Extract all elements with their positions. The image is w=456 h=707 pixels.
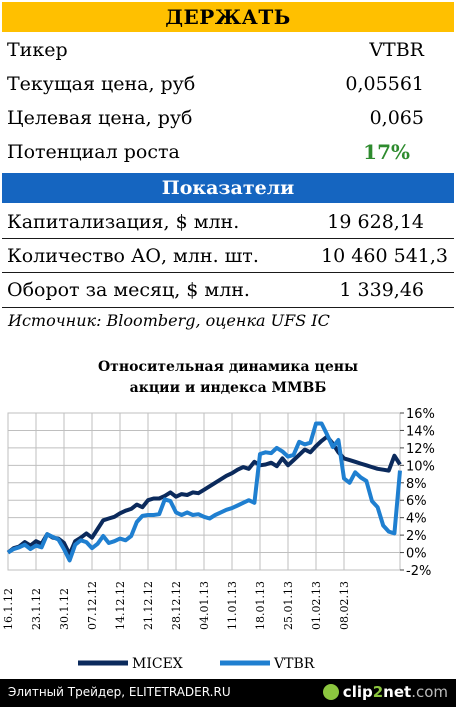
legend-label-micex: MICEX [132, 656, 183, 672]
target-price-label: Целевая цена, руб [7, 107, 193, 129]
y-tick-label: 10% [406, 459, 435, 474]
x-tick-label: 11.01.13 [226, 581, 239, 630]
y-tick-label: 8% [406, 477, 427, 492]
logo-part-clip: clip [342, 683, 373, 701]
monthly-turnover-label: Оборот за месяц, $ млн. [7, 279, 250, 301]
x-tick-label: 14.12.12 [114, 581, 127, 630]
x-tick-label: 07.12.12 [86, 581, 99, 630]
logo-part-com: .com [411, 683, 448, 701]
y-tick-label: 12% [406, 442, 435, 457]
x-tick-label: 08.02.13 [338, 581, 351, 630]
target-price-value: 0,065 [369, 107, 424, 129]
footer-text: Элитный Трейдер, ELITETRADER.RU [8, 685, 231, 699]
growth-potential-label: Потенциал роста [7, 141, 180, 163]
shares-count-label: Количество АО, млн. шт. [7, 245, 259, 267]
capitalization-label: Капитализация, $ млн. [7, 211, 240, 233]
growth-potential-row: Потенциал роста 17% [2, 135, 454, 169]
x-tick-label: 28.12.12 [170, 581, 183, 630]
x-tick-label: 04.01.13 [198, 581, 211, 630]
rating-banner: ДЕРЖАТЬ [2, 2, 454, 32]
legend-label-vtbr: VTBR [273, 656, 315, 672]
current-price-row: Текущая цена, руб 0,05561 [2, 67, 454, 101]
clip2net-icon [322, 684, 339, 700]
y-tick-label: 14% [406, 424, 435, 439]
y-tick-label: 0% [406, 547, 427, 562]
shares-count-row: Количество АО, млн. шт. 10 460 541,3 [2, 239, 454, 273]
chart-title: Относительная динамика цены акции и инде… [0, 357, 456, 399]
chart-title-line-2: акции и индекса ММВБ [129, 380, 327, 396]
x-tick-label: 25.01.13 [282, 581, 295, 630]
growth-potential-value: 17% [363, 140, 410, 164]
y-tick-label: 4% [406, 512, 427, 527]
y-tick-label: 6% [406, 494, 427, 509]
x-tick-label: 01.02.13 [310, 581, 323, 630]
x-tick-label: 21.12.12 [142, 581, 155, 630]
row-divider [2, 272, 454, 273]
x-tick-label: 23.1.12 [30, 588, 43, 630]
y-tick-label: 16% [406, 407, 435, 422]
ticker-value: VTBR [369, 39, 424, 61]
target-price-row: Целевая цена, руб 0,065 [2, 101, 454, 135]
clip2net-logo[interactable]: clip2net.com [322, 683, 448, 701]
ticker-label: Тикер [7, 39, 68, 61]
x-tick-label: 16.1.12 [2, 588, 15, 630]
indicators-header: Показатели [2, 173, 454, 203]
row-divider [2, 307, 454, 308]
y-tick-label: 2% [406, 529, 427, 544]
y-tick-label: -2% [406, 564, 431, 579]
monthly-turnover-row: Оборот за месяц, $ млн. 1 339,46 [2, 273, 454, 307]
logo-part-2: 2 [372, 683, 384, 701]
logo-part-net: net [383, 683, 412, 701]
price-dynamics-chart: 16% 14% 12% 10% 8% 6% 4% 2% 0% -2% 16.1.12 23.1.12 3… [2, 407, 435, 672]
x-tick-label: 30.1.12 [58, 588, 71, 630]
x-tick-label: 18.01.13 [254, 581, 267, 630]
current-price-value: 0,05561 [345, 73, 424, 95]
footer-bar: Элитный Трейдер, ELITETRADER.RU clip2net… [0, 679, 456, 707]
shares-count-value: 10 460 541,3 [321, 245, 448, 267]
capitalization-row: Капитализация, $ млн. 19 628,14 [2, 205, 454, 239]
source-note: Источник: Bloomberg, оценка UFS IC [8, 311, 330, 330]
row-divider [2, 238, 454, 239]
capitalization-value: 19 628,14 [327, 211, 424, 233]
monthly-turnover-value: 1 339,46 [339, 279, 424, 301]
chart-title-line-1: Относительная динамика цены [97, 359, 359, 375]
ticker-row: Тикер VTBR [2, 33, 454, 67]
series-line-vtbr [6, 421, 402, 563]
current-price-label: Текущая цена, руб [7, 73, 196, 95]
